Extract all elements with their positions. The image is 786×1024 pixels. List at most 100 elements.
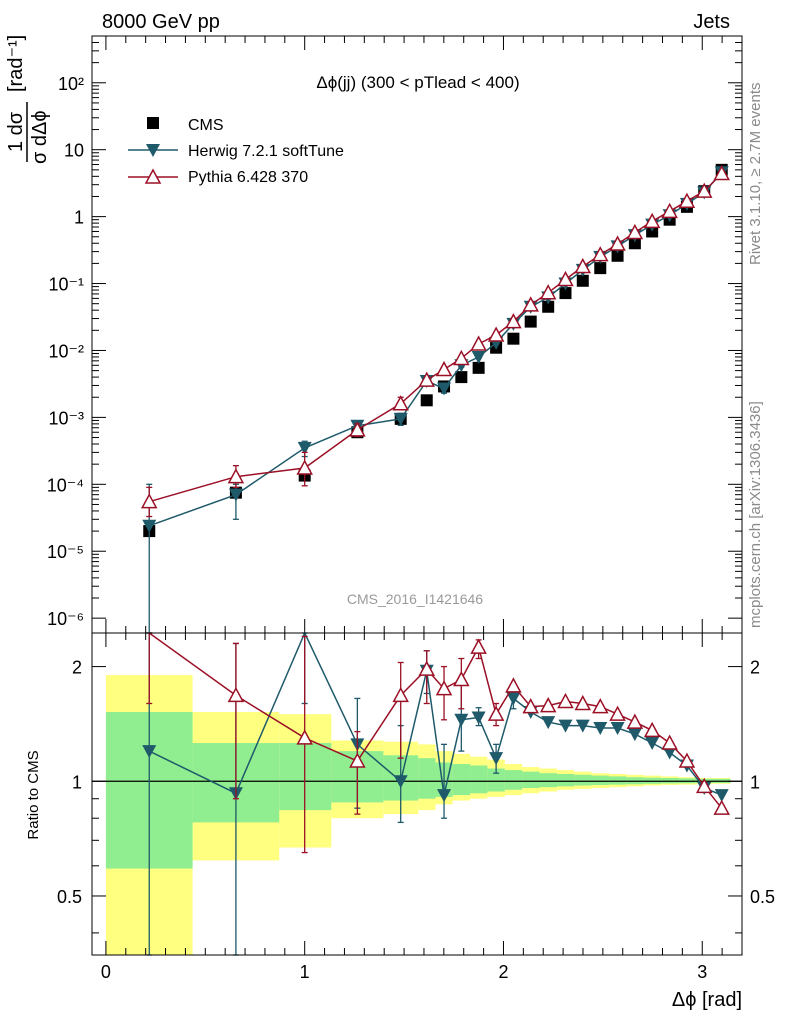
main-cms-point [594, 262, 607, 275]
ratio-pythia-point [296, 729, 313, 745]
ratio-pythia-point [626, 713, 644, 729]
main-pythia-point [296, 459, 313, 475]
ratio-pythia-point [661, 734, 678, 750]
main-cms-point [507, 332, 520, 345]
main-y-tick-label: 10⁻¹ [48, 275, 84, 295]
main-pythia-point [349, 421, 366, 437]
ratio-y-tick-label: 2 [72, 658, 82, 678]
main-pythia-point [470, 335, 487, 351]
legend-marker-herwig [146, 144, 160, 157]
main-y-tick-label: 10 [64, 141, 84, 161]
legend-label-herwig: Herwig 7.2.1 softTune [188, 143, 344, 160]
legend-label-cms: CMS [188, 117, 224, 134]
main-pythia-line [148, 173, 723, 503]
main-cms-point [628, 237, 641, 250]
ratio-pythia-point [522, 698, 539, 714]
main-cms-point [420, 394, 433, 407]
x-tick-label: 3 [697, 962, 707, 982]
mcplots-label: mcplots.cern.ch [arXiv:1306.3436] [747, 401, 764, 628]
main-cms-point [611, 249, 624, 262]
main-cms-point [542, 300, 555, 313]
y-axis-fraction-top: 1 dσ [5, 111, 27, 152]
header-left: 8000 GeV pp [102, 11, 220, 33]
main-pythia-point [392, 395, 409, 411]
band-inner-bin [452, 764, 471, 796]
analysis-watermark: CMS_2016_I1421646 [347, 591, 483, 607]
main-pythia-point [557, 270, 574, 287]
band-inner-bin [539, 773, 557, 788]
main-pythia-point [574, 257, 592, 274]
ratio-herwig-point [142, 745, 157, 759]
ratio-y-tick-label: 0.5 [57, 887, 82, 907]
main-pythia-point [592, 246, 609, 262]
x-axis-label: Δϕ [rad] [672, 989, 742, 1011]
ratio-pythia-point [349, 752, 366, 768]
x-tick-label: 2 [498, 962, 508, 982]
x-tick-label: 1 [300, 962, 310, 982]
ratio-pythia-point [435, 680, 453, 696]
ratio-pythia-point [713, 799, 730, 815]
ratio-herwig-point [393, 775, 408, 789]
main-cms-point [455, 371, 468, 384]
main-pythia-point [609, 235, 626, 251]
ratio-herwig-point [645, 737, 660, 751]
main-herwig-point [393, 412, 408, 426]
legend-marker-cms [147, 117, 159, 129]
band-inner-bin [574, 774, 592, 786]
ratio-pythia-point [609, 705, 626, 721]
ratio-herwig-point [489, 752, 504, 766]
ratio-y-tick-label-right: 0.5 [750, 887, 775, 907]
main-pythia-point [539, 284, 557, 300]
y-axis-fraction-bottom: σ dΔϕ [29, 110, 51, 164]
legend: CMS Herwig 7.2.1 softTune Pythia 6.428 3… [128, 117, 344, 186]
main-y-tick-label: 1 [74, 208, 84, 228]
main-pythia-point [713, 164, 730, 181]
ratio-pythia-point [574, 694, 592, 711]
band-inner-bin [591, 775, 610, 785]
y-axis-unit: [rad⁻¹] [5, 35, 27, 92]
main-pythia-point [643, 212, 661, 229]
main-y-axis-label: 1 dσ σ dΔϕ [rad⁻¹] [5, 35, 51, 164]
main-pythia-point [626, 223, 644, 240]
main-pythia-point [140, 493, 158, 509]
main-herwig-point [228, 488, 243, 502]
main-pythia-point [487, 326, 505, 342]
main-cms-point [559, 287, 572, 300]
main-y-tick-label: 10⁻⁵ [47, 542, 84, 562]
main-y-tick-label: 10² [58, 74, 84, 94]
plot-title: Δϕ(jj) (300 < pTlead < 400) [316, 73, 519, 92]
main-y-tick-label: 10⁻⁶ [47, 609, 84, 629]
main-herwig-point [142, 519, 157, 533]
band-inner-bin [504, 770, 523, 790]
ratio-panel-frame [91, 632, 743, 956]
ratio-y-tick-label: 1 [72, 772, 82, 792]
ratio-uncertainty-bands [92, 675, 742, 955]
ratio-pythia-point [539, 697, 557, 713]
ratio-herwig-point [437, 789, 452, 803]
header-right: Jets [693, 11, 730, 33]
ratio-herwig-point [471, 711, 486, 725]
ratio-herwig-point [610, 721, 625, 735]
x-tick-label: 0 [101, 962, 111, 982]
ratio-pythia-point [643, 721, 661, 738]
ratio-pythia-point [557, 692, 574, 709]
main-pythia-point [435, 360, 453, 377]
main-cms-point [472, 361, 485, 374]
ratio-plot-marks [142, 631, 730, 956]
ratio-pythia-point [392, 686, 409, 703]
main-pythia-point [678, 192, 696, 208]
ratio-pythia-point [418, 660, 435, 676]
main-y-tick-label: 10⁻² [48, 341, 84, 361]
ratio-herwig-point [714, 789, 729, 803]
ratio-herwig-point [454, 713, 469, 727]
ratio-pythia-point [505, 677, 522, 693]
main-pythia-point [453, 349, 470, 366]
ratio-y-tick-label-right: 1 [750, 772, 760, 792]
main-pythia-point [505, 313, 522, 329]
main-cms-point [576, 274, 589, 287]
band-inner-bin [487, 768, 505, 792]
main-pythia-point [661, 202, 678, 219]
ratio-pythia-point [678, 752, 696, 768]
ratio-herwig-point [541, 716, 556, 730]
